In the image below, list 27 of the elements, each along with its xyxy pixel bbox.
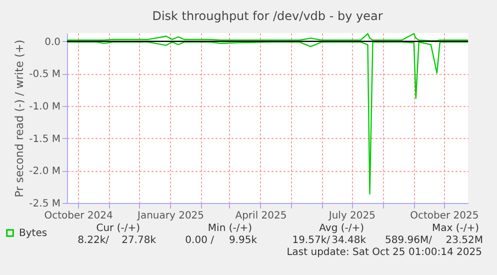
text: Last update: Sat Oct 25 01:00:14 2025 (286, 247, 482, 258)
y-tick-label: -2.0 M (29, 166, 60, 178)
text: 9.95k (228, 235, 258, 246)
text: Min (-/+) (208, 223, 252, 234)
y-tick-label: 0.0 (44, 36, 60, 48)
legend-label: Bytes (19, 228, 48, 239)
y-tick-label: -0.5 M (29, 69, 60, 80)
x-tick-label: January 2025 (136, 210, 204, 222)
y-axis-title: Pr second read (-) / write (+) (13, 40, 26, 198)
x-tick-label: April 2025 (235, 210, 287, 222)
y-tick-label: -1.0 M (29, 102, 60, 113)
text: 23.52M (446, 235, 483, 246)
text: 8.22k/ (78, 235, 110, 246)
x-tick-label: October 2025 (410, 210, 479, 222)
y-tick-label: -2.5 M (29, 198, 60, 210)
text: 34.48k (332, 235, 366, 246)
text: Max (-/+) (432, 223, 480, 234)
y-tick-label: -1.5 M (29, 134, 60, 145)
text: 0.00 / (185, 235, 215, 246)
text: Cur (-/+) (96, 223, 140, 234)
chart-title: Disk throughput for /dev/vdb - by year (152, 9, 383, 23)
text: 19.57k/ (292, 235, 331, 246)
x-tick-label: July 2025 (328, 210, 376, 222)
text: 589.96M/ (385, 235, 433, 246)
text: 27.78k (122, 235, 156, 246)
x-tick-label: October 2024 (44, 210, 113, 222)
text: Avg (-/+) (319, 223, 364, 234)
